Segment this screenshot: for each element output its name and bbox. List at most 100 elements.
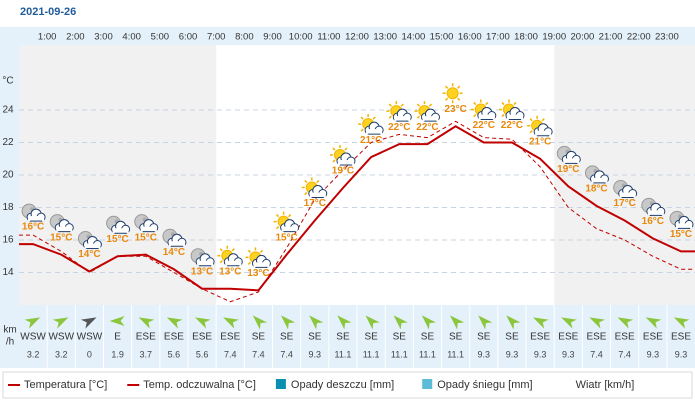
wind-arrow-shape [365, 315, 380, 330]
x-tick-label: 4:00 [122, 32, 141, 43]
sun-ray [276, 214, 280, 218]
temp-label: 19°C [332, 166, 354, 177]
cloud-base [168, 241, 185, 247]
sun-ray [388, 103, 392, 107]
temp-label: 17°C [304, 198, 326, 209]
temp-label: 15°C [135, 232, 157, 243]
x-tick-label: 5:00 [151, 32, 170, 43]
wind-arrow [166, 317, 183, 329]
cloud-icon [420, 108, 440, 122]
sun-ray [372, 116, 376, 120]
sun-ray [485, 101, 489, 106]
wind-arrow [617, 317, 634, 329]
x-tick-label: 10:00 [289, 32, 313, 43]
x-tick-label: 12:00 [345, 32, 369, 43]
wind-arrow-shape [589, 317, 605, 329]
wind-arrow [309, 315, 324, 330]
legend-label: Wiatr [km/h] [576, 379, 635, 391]
sun-disc [446, 87, 459, 100]
cloud-icon [223, 253, 243, 267]
temp-label: 17°C [613, 198, 635, 209]
wind-arrow [365, 315, 380, 330]
wind-speed: 3.2 [27, 349, 40, 359]
sun-ray [416, 115, 421, 119]
wind-arrow [223, 317, 239, 329]
sun-icon [442, 83, 463, 104]
wind-speed: 0 [87, 349, 92, 359]
sun-ray [501, 113, 505, 118]
sun-ray [304, 179, 308, 184]
sun-ray [332, 159, 336, 163]
temp-label: 22°C [501, 120, 523, 131]
wind-speed: 9.3 [309, 349, 322, 359]
wind-direction: ESE [220, 332, 240, 343]
legend-swatch [560, 379, 571, 391]
cloud-base [56, 226, 73, 232]
sun-ray [332, 147, 336, 151]
wind-arrow [109, 316, 125, 326]
wind-arrow [52, 317, 69, 329]
wind-arrow [252, 315, 267, 330]
wind-arrow-shape [252, 315, 267, 330]
wind-arrow-shape [449, 315, 465, 330]
x-tick-label: 13:00 [373, 32, 397, 43]
temp-label: 16°C [22, 222, 44, 233]
y-tick-label: 24 [2, 105, 14, 116]
wind-arrow [194, 317, 211, 329]
wind-direction: SE [477, 332, 491, 343]
cloud-icon [308, 185, 328, 198]
temp-label: 22°C [473, 120, 495, 131]
wind-direction: ESE [164, 332, 184, 343]
legend-label: Opady deszczu [mm] [291, 379, 394, 391]
cloud-base [140, 226, 157, 232]
wind-arrow-shape [337, 315, 352, 330]
cloud-icon [54, 219, 74, 233]
temp-label: 21°C [360, 135, 382, 146]
sun-ray [541, 118, 545, 122]
temp-label: 22°C [416, 122, 438, 133]
cloud-icon [589, 170, 609, 184]
wind-direction: SE [421, 332, 435, 343]
cloud-icon [392, 108, 412, 122]
wind-arrow-shape [309, 315, 324, 330]
wind-arrow [421, 315, 436, 330]
y-tick-label: 22 [2, 137, 14, 148]
wind-arrow [449, 315, 465, 330]
x-tick-label: 3:00 [94, 32, 113, 43]
cloud-icon [82, 236, 102, 250]
cloud-base [337, 160, 354, 165]
x-tick-label: 15:00 [430, 32, 454, 43]
temp-label: 14°C [163, 247, 185, 258]
x-tick-label: 20:00 [571, 32, 595, 43]
x-tick-label: 14:00 [401, 32, 425, 43]
wind-arrow-shape [617, 317, 634, 329]
hour-band [0, 27, 695, 45]
legend-label: Temperatura [°C] [24, 379, 107, 391]
cloud-icon [167, 233, 187, 247]
legend-box [2, 371, 693, 399]
temp-label: 13°C [191, 266, 213, 277]
sun-ray [360, 128, 364, 132]
sun-ray [316, 179, 320, 184]
sun-ray [445, 97, 449, 101]
wind-arrow [673, 317, 690, 329]
wind-direction: ESE [192, 332, 212, 343]
wind-direction: ESE [615, 332, 635, 343]
chart-title: 2021-09-26 [20, 6, 76, 18]
cloud-icon [26, 208, 46, 222]
temp-label: 19°C [557, 164, 579, 175]
temp-label: 16°C [642, 216, 664, 227]
y-tick-label: 20 [2, 170, 14, 181]
wind-arrow [24, 317, 41, 329]
sun-ray [344, 147, 348, 151]
wind-speed: 9.3 [506, 349, 519, 359]
wind-direction: E [114, 332, 121, 343]
sun-ray [360, 116, 364, 120]
x-tick-label: 22:00 [627, 32, 651, 43]
wind-direction: SE [364, 332, 378, 343]
wind-direction: WSW [77, 332, 103, 343]
wind-speed: 11.1 [419, 349, 436, 359]
cloud-base [675, 223, 692, 229]
wind-speed: 9.3 [478, 349, 491, 359]
cloud-icon [477, 107, 497, 120]
